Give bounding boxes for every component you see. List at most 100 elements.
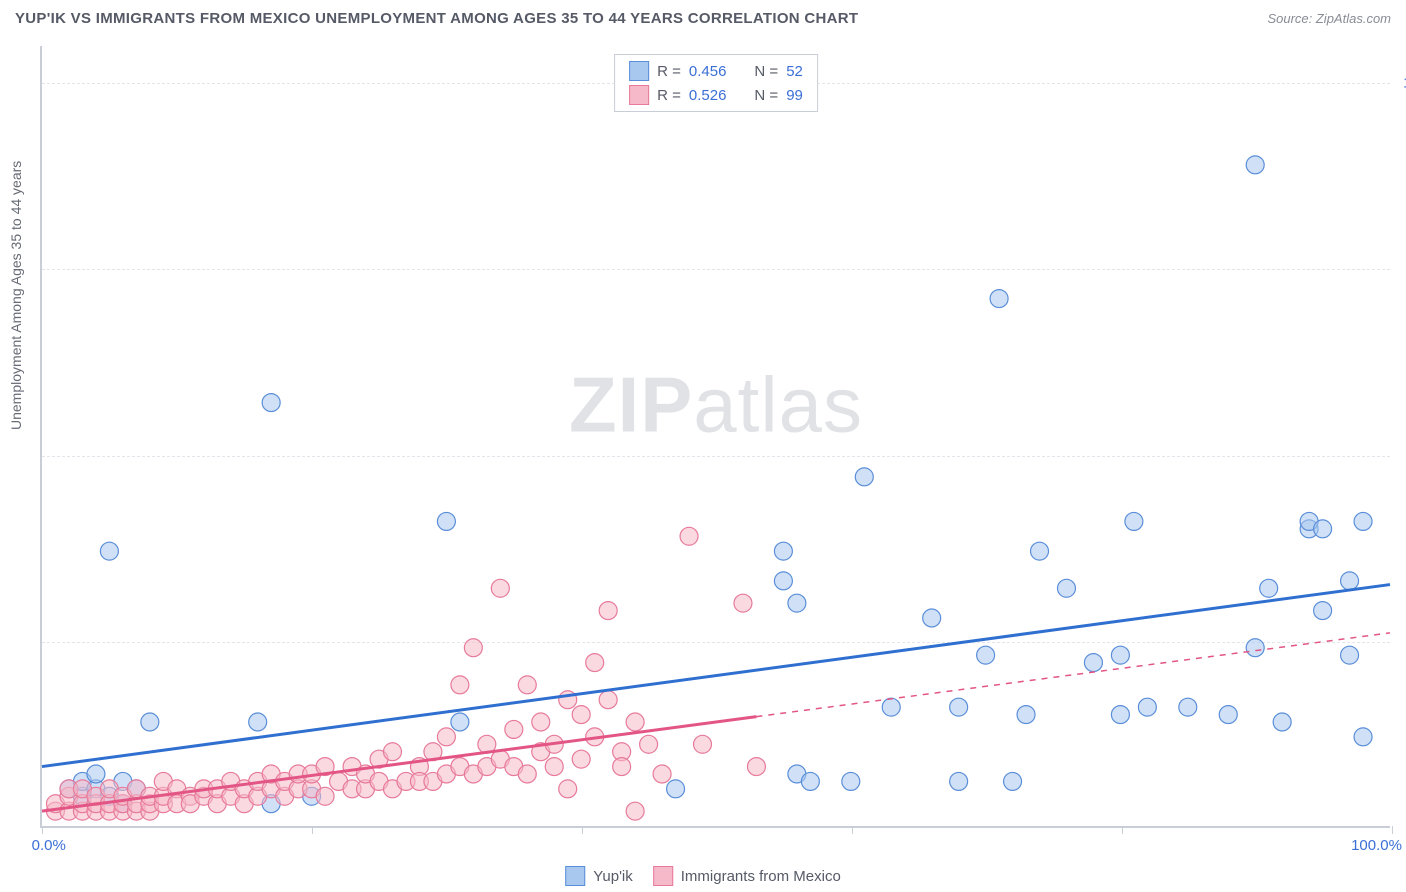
x-tick [1392, 826, 1393, 834]
scatter-point [1219, 706, 1237, 724]
scatter-point [262, 394, 280, 412]
legend-item: Immigrants from Mexico [653, 866, 841, 886]
scatter-point [747, 758, 765, 776]
stat-r-value: 0.456 [689, 63, 727, 80]
scatter-point [437, 728, 455, 746]
scatter-point [599, 602, 617, 620]
scatter-point [667, 780, 685, 798]
scatter-point [923, 609, 941, 627]
scatter-point [141, 713, 159, 731]
scatter-point [653, 765, 671, 783]
scatter-point [1179, 698, 1197, 716]
scatter-point [774, 542, 792, 560]
scatter-point [249, 713, 267, 731]
stat-n-label: N = [754, 63, 778, 80]
source-label: Source: ZipAtlas.com [1267, 11, 1391, 26]
chart-title: YUP'IK VS IMMIGRANTS FROM MEXICO UNEMPLO… [15, 10, 858, 27]
title-bar: YUP'IK VS IMMIGRANTS FROM MEXICO UNEMPLO… [15, 10, 1391, 27]
stat-n-label: N = [754, 87, 778, 104]
legend-label: Immigrants from Mexico [681, 868, 841, 885]
scatter-point [451, 713, 469, 731]
scatter-point [599, 691, 617, 709]
legend-swatch [629, 85, 649, 105]
x-tick [312, 826, 313, 834]
legend-swatch [629, 61, 649, 81]
scatter-point [572, 706, 590, 724]
scatter-point [383, 743, 401, 761]
scatter-point [559, 780, 577, 798]
scatter-point [87, 765, 105, 783]
stat-r-label: R = [657, 63, 681, 80]
scatter-point [1111, 646, 1129, 664]
scatter-point [437, 512, 455, 530]
scatter-point [734, 594, 752, 612]
scatter-point [1017, 706, 1035, 724]
scatter-point [1314, 520, 1332, 538]
scatter-point [1354, 512, 1372, 530]
scatter-point [518, 765, 536, 783]
scatter-point [694, 735, 712, 753]
scatter-point [586, 654, 604, 672]
legend-item: Yup'ik [565, 866, 633, 886]
scatter-point [464, 639, 482, 657]
scatter-point [626, 713, 644, 731]
legend-swatch [653, 866, 673, 886]
legend-stats-row: R = 0.456 N = 52 [629, 61, 803, 81]
legend-label: Yup'ik [593, 868, 633, 885]
scatter-point [774, 572, 792, 590]
stat-n-value: 99 [786, 87, 803, 104]
scatter-point [613, 758, 631, 776]
scatter-point [1246, 156, 1264, 174]
x-tick-label-max: 100.0% [1351, 837, 1402, 854]
plot-area: ZIPatlas 25.0%50.0%75.0%100.0% 0.0% 100.… [40, 46, 1390, 828]
scatter-point [491, 579, 509, 597]
scatter-point [1273, 713, 1291, 731]
scatter-point [532, 713, 550, 731]
legend-series: Yup'ik Immigrants from Mexico [565, 866, 841, 886]
scatter-point [626, 802, 644, 820]
x-tick [1122, 826, 1123, 834]
trend-line-dashed [756, 633, 1390, 717]
scatter-point [100, 542, 118, 560]
scatter-point [572, 750, 590, 768]
legend-stats: R = 0.456 N = 52 R = 0.526 N = 99 [614, 54, 818, 112]
scatter-point [518, 676, 536, 694]
stat-r-value: 0.526 [689, 87, 727, 104]
scatter-point [788, 594, 806, 612]
legend-swatch [565, 866, 585, 886]
x-tick-label-min: 0.0% [32, 837, 66, 854]
scatter-point [505, 720, 523, 738]
scatter-point [1246, 639, 1264, 657]
scatter-point [1354, 728, 1372, 746]
scatter-point [545, 758, 563, 776]
scatter-point [950, 772, 968, 790]
scatter-point [1031, 542, 1049, 560]
scatter-point [842, 772, 860, 790]
trend-line [42, 585, 1390, 767]
scatter-point [855, 468, 873, 486]
scatter-point [1314, 602, 1332, 620]
scatter-svg [42, 46, 1390, 826]
x-tick [582, 826, 583, 834]
y-axis-label: Unemployment Among Ages 35 to 44 years [8, 161, 24, 430]
x-tick [852, 826, 853, 834]
scatter-point [1111, 706, 1129, 724]
scatter-point [1004, 772, 1022, 790]
scatter-point [1138, 698, 1156, 716]
scatter-point [990, 290, 1008, 308]
scatter-point [451, 676, 469, 694]
scatter-point [950, 698, 968, 716]
scatter-point [1260, 579, 1278, 597]
legend-stats-row: R = 0.526 N = 99 [629, 85, 803, 105]
scatter-point [1057, 579, 1075, 597]
scatter-point [1084, 654, 1102, 672]
stat-n-value: 52 [786, 63, 803, 80]
scatter-point [1125, 512, 1143, 530]
x-tick [42, 826, 43, 834]
scatter-point [1341, 572, 1359, 590]
scatter-point [977, 646, 995, 664]
scatter-point [680, 527, 698, 545]
scatter-point [1341, 646, 1359, 664]
scatter-point [882, 698, 900, 716]
scatter-point [316, 787, 334, 805]
